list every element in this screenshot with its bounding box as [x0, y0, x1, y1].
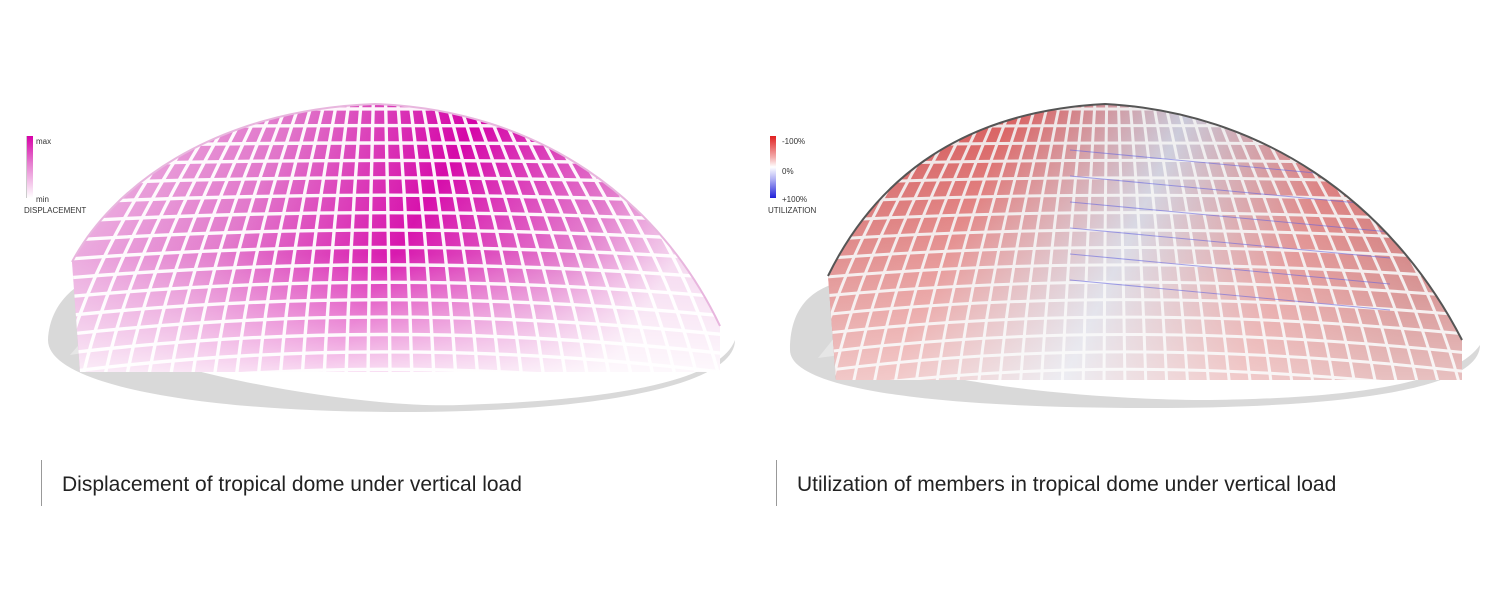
- displacement-caption: Displacement of tropical dome under vert…: [41, 460, 522, 506]
- compression-member: [1069, 253, 1391, 285]
- displacement-panel: max min DISPLACEMENT Displacement of tro…: [24, 102, 735, 506]
- displacement-legend: max min DISPLACEMENT: [24, 134, 104, 219]
- legend-top-label: -100%: [782, 137, 806, 146]
- utilization-dome-drawing: [790, 102, 1480, 408]
- compression-member: [1069, 175, 1391, 207]
- legend-max-label: max: [36, 137, 52, 146]
- utilization-color-bar: [770, 136, 776, 198]
- legend-title: UTILIZATION: [768, 206, 817, 215]
- displacement-color-bar: [26, 136, 33, 198]
- dome-shell: [72, 104, 720, 372]
- legend-mid-label: 0%: [782, 167, 794, 176]
- utilization-panel: -100% 0% +100% UTILIZATION Utilization o…: [750, 0, 1500, 600]
- compression-member: [1069, 201, 1391, 233]
- dome-shell: [828, 104, 1462, 380]
- utilization-legend: -100% 0% +100% UTILIZATION: [768, 134, 848, 219]
- utilization-caption: Utilization of members in tropical dome …: [776, 460, 1336, 506]
- displacement-dome-drawing: [48, 102, 735, 412]
- compression-member: [1069, 279, 1391, 311]
- ground-shadow: [48, 270, 735, 412]
- legend-min-label: min: [36, 195, 49, 204]
- legend-title: DISPLACEMENT: [24, 206, 87, 215]
- compression-member: [1069, 227, 1391, 259]
- legend-bottom-label: +100%: [782, 195, 808, 204]
